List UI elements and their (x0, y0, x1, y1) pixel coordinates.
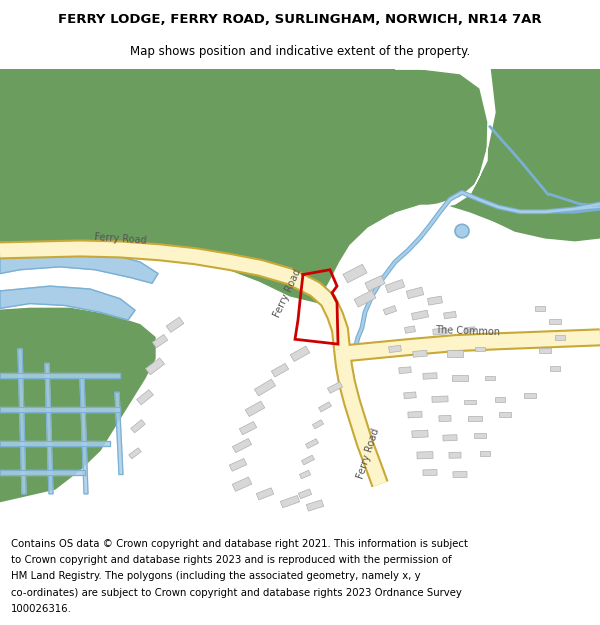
FancyBboxPatch shape (412, 310, 428, 320)
Polygon shape (318, 69, 495, 302)
FancyBboxPatch shape (443, 311, 457, 319)
FancyBboxPatch shape (245, 401, 265, 416)
FancyBboxPatch shape (485, 376, 495, 381)
Text: Map shows position and indicative extent of the property.: Map shows position and indicative extent… (130, 45, 470, 58)
FancyBboxPatch shape (256, 488, 274, 500)
FancyBboxPatch shape (539, 349, 551, 353)
FancyBboxPatch shape (535, 306, 545, 311)
FancyBboxPatch shape (239, 421, 257, 435)
FancyBboxPatch shape (404, 326, 415, 333)
FancyBboxPatch shape (389, 345, 401, 352)
Polygon shape (80, 378, 88, 494)
FancyBboxPatch shape (307, 500, 323, 511)
Polygon shape (0, 470, 85, 474)
FancyBboxPatch shape (232, 477, 252, 491)
FancyBboxPatch shape (137, 389, 154, 405)
FancyBboxPatch shape (229, 459, 247, 471)
Text: FERRY LODGE, FERRY ROAD, SURLINGHAM, NORWICH, NR14 7AR: FERRY LODGE, FERRY ROAD, SURLINGHAM, NOR… (58, 12, 542, 26)
FancyBboxPatch shape (452, 374, 468, 381)
FancyBboxPatch shape (443, 434, 457, 441)
FancyBboxPatch shape (464, 399, 476, 404)
FancyBboxPatch shape (129, 448, 141, 459)
FancyBboxPatch shape (524, 393, 536, 398)
FancyBboxPatch shape (254, 379, 275, 396)
FancyBboxPatch shape (299, 470, 311, 479)
Text: Contains OS data © Crown copyright and database right 2021. This information is : Contains OS data © Crown copyright and d… (11, 539, 468, 549)
FancyBboxPatch shape (385, 279, 405, 292)
Text: 100026316.: 100026316. (11, 604, 71, 614)
Text: HM Land Registry. The polygons (including the associated geometry, namely x, y: HM Land Registry. The polygons (includin… (11, 571, 421, 581)
FancyBboxPatch shape (475, 346, 485, 351)
Text: Ferry Road: Ferry Road (355, 427, 381, 480)
FancyBboxPatch shape (406, 287, 424, 299)
Text: to Crown copyright and database rights 2023 and is reproduced with the permissio: to Crown copyright and database rights 2… (11, 555, 451, 565)
FancyBboxPatch shape (439, 416, 451, 422)
FancyBboxPatch shape (328, 382, 343, 393)
Text: co-ordinates) are subject to Crown copyright and database rights 2023 Ordnance S: co-ordinates) are subject to Crown copyr… (11, 588, 461, 598)
FancyBboxPatch shape (399, 367, 411, 374)
FancyBboxPatch shape (404, 392, 416, 399)
Text: Ferry Road: Ferry Road (272, 267, 304, 319)
FancyBboxPatch shape (495, 397, 505, 402)
FancyBboxPatch shape (412, 430, 428, 437)
FancyBboxPatch shape (413, 350, 427, 358)
FancyBboxPatch shape (305, 439, 319, 449)
FancyBboxPatch shape (271, 363, 289, 377)
FancyBboxPatch shape (343, 264, 367, 283)
Polygon shape (0, 441, 110, 446)
FancyBboxPatch shape (480, 451, 490, 456)
FancyBboxPatch shape (432, 396, 448, 402)
Polygon shape (0, 69, 600, 302)
Polygon shape (0, 373, 120, 378)
FancyBboxPatch shape (417, 451, 433, 459)
FancyBboxPatch shape (447, 351, 463, 357)
FancyBboxPatch shape (319, 402, 331, 412)
FancyBboxPatch shape (468, 416, 482, 421)
Text: Ferry Road: Ferry Road (94, 232, 146, 246)
Circle shape (455, 224, 469, 238)
FancyBboxPatch shape (449, 452, 461, 458)
FancyBboxPatch shape (131, 419, 145, 432)
FancyBboxPatch shape (298, 489, 311, 499)
FancyBboxPatch shape (232, 439, 251, 452)
FancyBboxPatch shape (453, 471, 467, 478)
FancyBboxPatch shape (354, 291, 376, 307)
FancyBboxPatch shape (313, 420, 323, 429)
Polygon shape (115, 392, 123, 474)
FancyBboxPatch shape (152, 334, 168, 348)
FancyBboxPatch shape (423, 469, 437, 476)
FancyBboxPatch shape (280, 496, 299, 508)
FancyBboxPatch shape (145, 358, 164, 375)
Polygon shape (0, 286, 135, 320)
FancyBboxPatch shape (550, 366, 560, 371)
FancyBboxPatch shape (474, 434, 486, 438)
Polygon shape (18, 349, 26, 494)
Polygon shape (475, 125, 600, 241)
Polygon shape (0, 395, 50, 441)
Polygon shape (0, 407, 120, 412)
FancyBboxPatch shape (290, 346, 310, 361)
FancyBboxPatch shape (166, 317, 184, 332)
FancyBboxPatch shape (433, 328, 447, 335)
FancyBboxPatch shape (465, 327, 475, 332)
FancyBboxPatch shape (423, 372, 437, 379)
FancyBboxPatch shape (427, 296, 443, 305)
FancyBboxPatch shape (383, 306, 397, 315)
Polygon shape (0, 251, 158, 283)
Polygon shape (0, 69, 600, 532)
FancyBboxPatch shape (365, 276, 385, 291)
FancyBboxPatch shape (499, 412, 511, 417)
FancyBboxPatch shape (549, 319, 561, 324)
FancyBboxPatch shape (302, 455, 314, 465)
Polygon shape (45, 363, 53, 494)
Polygon shape (0, 308, 155, 502)
FancyBboxPatch shape (408, 411, 422, 418)
FancyBboxPatch shape (555, 335, 565, 340)
Text: The Common: The Common (436, 325, 500, 338)
